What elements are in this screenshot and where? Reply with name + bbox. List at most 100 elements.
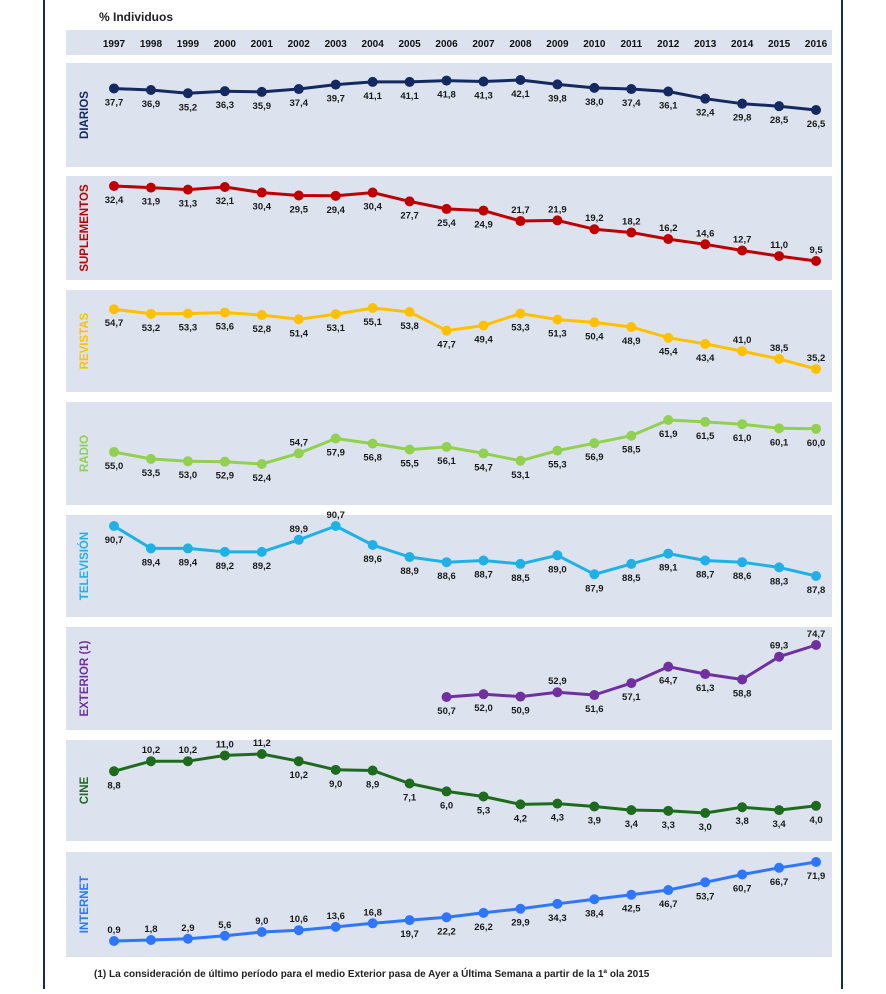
data-point — [700, 555, 711, 566]
data-point — [441, 325, 452, 336]
data-point — [737, 869, 748, 880]
data-label: 39,8 — [548, 93, 567, 104]
data-label: 57,1 — [622, 692, 641, 703]
data-label: 74,7 — [807, 629, 826, 640]
data-point — [404, 915, 415, 926]
data-label: 49,4 — [474, 334, 493, 345]
data-label: 90,7 — [105, 535, 124, 546]
panel-internet: INTERNET 0,9 1,8 2,9 5,6 9,0 10,6 13,6 16,8 19,7 2… — [66, 852, 832, 957]
data-point — [589, 690, 600, 701]
data-point — [589, 317, 600, 328]
data-label: 89,9 — [290, 524, 309, 535]
data-point — [109, 766, 119, 777]
year-header-band — [66, 30, 832, 55]
data-label: 51,4 — [290, 328, 309, 339]
data-point — [626, 84, 637, 95]
data-label: 45,4 — [659, 347, 678, 358]
data-label: 3,4 — [772, 819, 786, 830]
data-label: 89,0 — [548, 564, 567, 575]
series-line — [113, 306, 817, 371]
data-label: 58,8 — [733, 688, 752, 699]
data-point — [330, 764, 341, 775]
year-tick-label: 2011 — [620, 39, 642, 50]
data-label: 4,3 — [551, 813, 564, 824]
data-label: 36,1 — [659, 101, 678, 112]
data-label: 19,7 — [400, 929, 419, 940]
data-label: 52,4 — [253, 473, 272, 484]
data-label: 26,5 — [807, 119, 826, 130]
year-tick-label: 2012 — [657, 39, 680, 50]
data-label: 10,2 — [142, 745, 161, 756]
data-point — [589, 224, 600, 235]
series-line — [113, 860, 817, 943]
data-label: 26,2 — [474, 922, 493, 933]
data-label: 10,2 — [290, 770, 309, 781]
year-tick-label: 2013 — [694, 39, 717, 50]
data-label: 24,9 — [474, 220, 493, 231]
data-point — [219, 86, 230, 97]
data-point — [145, 453, 156, 464]
data-point — [774, 651, 785, 662]
data-point — [256, 187, 267, 198]
data-label: 11,0 — [770, 240, 788, 251]
data-point — [256, 749, 267, 759]
data-point — [552, 79, 563, 90]
data-point — [182, 308, 193, 319]
data-point — [367, 303, 378, 313]
data-point — [109, 304, 119, 315]
panel-background — [66, 852, 832, 957]
data-point — [367, 918, 378, 929]
data-label: 87,9 — [585, 583, 604, 594]
data-point — [737, 674, 748, 685]
data-label: 87,8 — [807, 585, 826, 596]
data-point — [256, 310, 267, 321]
data-point — [293, 534, 304, 545]
data-point — [737, 419, 748, 430]
data-point — [441, 75, 452, 86]
data-label: 61,3 — [696, 683, 715, 694]
data-point — [700, 416, 711, 427]
data-label: 88,6 — [437, 571, 456, 582]
data-label: 54,7 — [105, 318, 124, 329]
data-point — [552, 215, 563, 226]
year-axis: 1997 1998 1999 2000 2001 2002 2003 2004 2005 2006… — [103, 39, 828, 50]
data-label: 6,0 — [440, 800, 453, 811]
data-point — [330, 79, 341, 90]
data-label: 4,0 — [809, 815, 822, 826]
data-point — [811, 364, 822, 374]
data-point — [219, 181, 230, 192]
data-label: 42,1 — [511, 89, 530, 100]
data-point — [330, 433, 341, 444]
data-point — [774, 862, 785, 873]
data-point — [663, 885, 674, 896]
data-point — [441, 912, 452, 923]
data-point — [145, 543, 156, 554]
data-label: 3,4 — [625, 819, 639, 830]
data-label: 53,3 — [511, 323, 530, 334]
data-point — [404, 552, 415, 563]
data-point — [552, 445, 563, 456]
data-point — [663, 86, 674, 97]
data-point — [811, 423, 822, 434]
data-point — [109, 446, 119, 457]
data-label: 9,0 — [329, 779, 342, 790]
data-point — [330, 190, 341, 201]
data-label: 29,4 — [326, 205, 345, 216]
data-label: 89,4 — [179, 557, 198, 568]
data-label: 57,9 — [326, 448, 345, 459]
data-label: 32,4 — [105, 195, 124, 206]
data-label: 35,2 — [807, 353, 826, 364]
data-label: 55,0 — [105, 461, 124, 472]
data-point — [145, 756, 156, 767]
data-point — [663, 234, 674, 245]
data-label: 3,0 — [699, 822, 712, 833]
series-name: TELEVISIÓN — [78, 532, 91, 600]
series-line — [113, 184, 817, 263]
data-point — [737, 557, 748, 568]
data-label: 35,2 — [179, 102, 198, 113]
data-label: 29,8 — [733, 113, 752, 124]
data-point — [367, 539, 378, 550]
data-label: 53,5 — [142, 468, 161, 479]
data-point — [293, 314, 304, 325]
